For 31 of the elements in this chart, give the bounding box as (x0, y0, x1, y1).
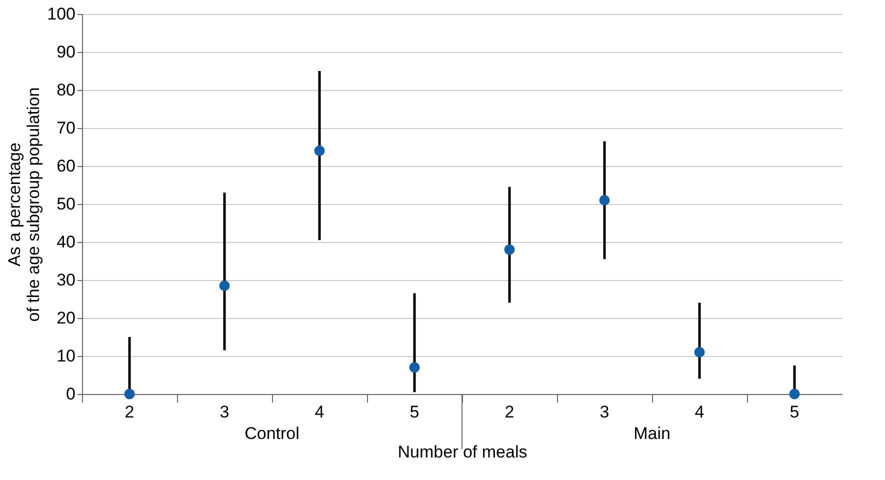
point (694, 346, 705, 358)
y-tick-label: 90 (56, 42, 76, 62)
y-tick-label: 10 (56, 346, 76, 366)
point (219, 280, 230, 291)
y-tick-label: 0 (66, 384, 76, 404)
x-tick-label: 5 (410, 402, 420, 422)
y-tick-label: 70 (56, 118, 76, 138)
y-axis-title: As a percentage of the age subgroup population (5, 87, 44, 322)
text: Main (634, 424, 670, 443)
x-tick-label: 4 (314, 402, 324, 422)
y-tick-label: 20 (56, 308, 76, 328)
y-tick-label: 40 (56, 232, 76, 252)
y-tick-label: 60 (56, 156, 76, 176)
point (789, 388, 800, 400)
y-tick-label: 30 (56, 270, 76, 290)
x-tick-label: 4 (694, 402, 704, 422)
point (599, 194, 610, 206)
point (504, 244, 515, 255)
x-tick-label: 2 (504, 402, 514, 422)
point (124, 388, 135, 400)
x-axis-title: Number of meals (398, 442, 528, 462)
y-tick-label: 80 (56, 80, 76, 100)
x-tick-label: 5 (790, 402, 800, 422)
x-tick-label: 3 (600, 402, 610, 422)
x-tick-label: 3 (220, 402, 230, 422)
y-tick-label: 50 (56, 194, 76, 214)
point (409, 362, 420, 373)
point (314, 146, 325, 156)
y-tick-label: 100 (47, 4, 76, 24)
text: Control (244, 424, 300, 443)
x-tick-label: 2 (124, 402, 134, 422)
